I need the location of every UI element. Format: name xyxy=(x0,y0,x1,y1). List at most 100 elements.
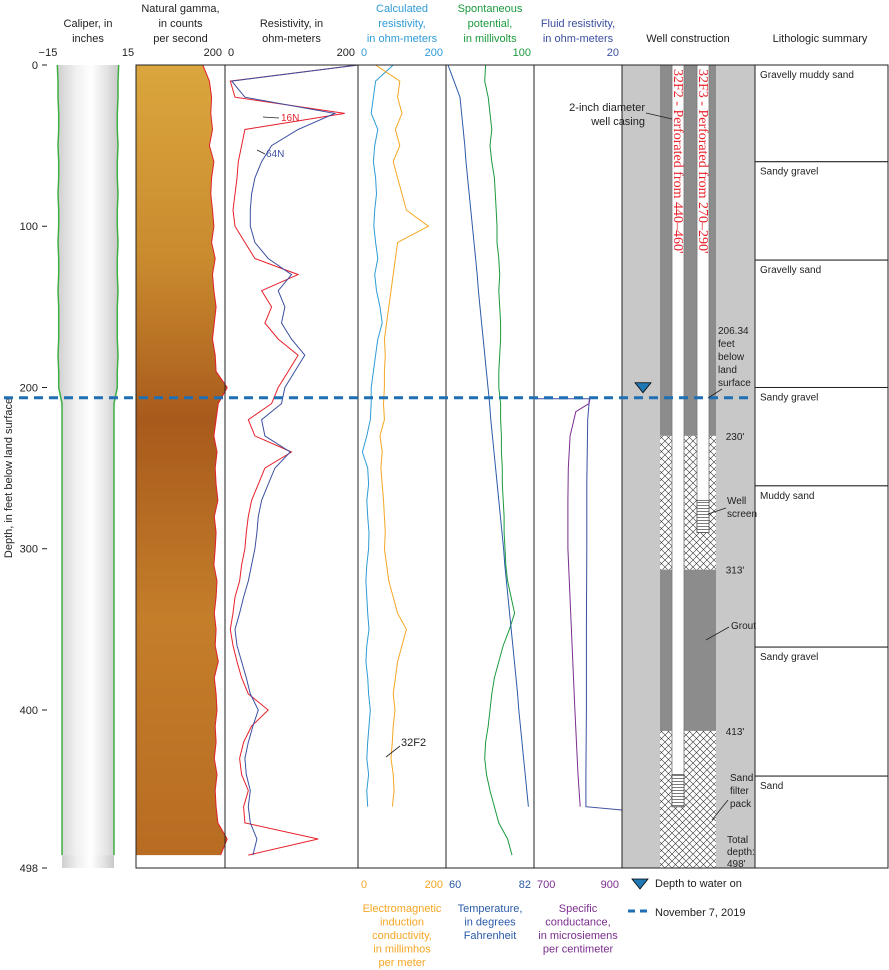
water-label: 206.34 xyxy=(718,326,749,337)
filter-label: pack xyxy=(730,799,752,810)
y-tick-label: 498 xyxy=(20,863,38,875)
lithology-label: Gravelly sand xyxy=(760,265,821,276)
track-title: Calculated xyxy=(376,3,428,15)
lithology-unit xyxy=(754,646,889,777)
lithology-unit xyxy=(754,64,889,163)
track-title: in ohm-meters xyxy=(543,33,614,45)
log-curve xyxy=(484,64,516,856)
lithology-header: Lithologic summary xyxy=(773,33,868,45)
lithology-label: Gravelly muddy sand xyxy=(760,70,854,81)
x-tick-label: 0 xyxy=(361,47,367,59)
borehole-bottom xyxy=(62,855,114,868)
legend-label: Depth to water on xyxy=(655,878,742,890)
y-tick-label: 400 xyxy=(20,705,38,717)
lithology-unit xyxy=(754,386,889,487)
x-tick-label: 60 xyxy=(449,879,461,891)
water-level-symbol xyxy=(634,382,652,394)
bottom-axis-title: in microsiemens xyxy=(538,930,618,942)
total-depth-label: depth: xyxy=(727,847,755,858)
screen-label: Well xyxy=(727,496,746,507)
bottom-axis-title: per centimeter xyxy=(543,944,614,956)
x-tick-label: 15 xyxy=(122,47,134,59)
caliper-right-edge xyxy=(113,64,120,856)
y-axis-label: Depth, in feet below land surface xyxy=(3,398,15,558)
x-tick-label: 200 xyxy=(204,47,222,59)
track-title: Spontaneous xyxy=(458,3,523,15)
leader-line xyxy=(385,745,401,758)
track-title: inches xyxy=(72,33,104,45)
total-depth-label: Total xyxy=(727,835,748,846)
legend-label: November 7, 2019 xyxy=(655,907,746,919)
track-title: in millivolts xyxy=(463,33,517,45)
leader-line xyxy=(707,507,727,515)
track-background xyxy=(225,65,358,868)
track-title: potential, xyxy=(468,18,513,30)
sand-filter-pack xyxy=(660,730,716,868)
boundary-label: 313' xyxy=(726,566,745,577)
x-tick-label: 20 xyxy=(607,47,619,59)
track-title: Caliper, in xyxy=(64,18,113,30)
log-curve xyxy=(534,398,623,811)
grout-label: Grout xyxy=(731,621,756,632)
boundary-label: 413' xyxy=(726,727,745,738)
gamma-fill xyxy=(136,65,228,856)
bottom-axis-title: induction xyxy=(380,917,424,929)
leader-line xyxy=(645,112,673,120)
caliper-left-edge xyxy=(56,64,63,856)
bottom-axis-title: Specific xyxy=(559,903,598,915)
track-annotation: 32F2 xyxy=(401,737,426,749)
lithology-label: Sand xyxy=(760,781,783,792)
lithology-label: Sandy gravel xyxy=(760,652,818,663)
water-label: below xyxy=(718,352,745,363)
track-title: in ohm-meters xyxy=(367,33,438,45)
track-title: in counts xyxy=(158,18,203,30)
lithology-label: Muddy sand xyxy=(760,491,814,502)
log-curve xyxy=(375,64,430,807)
water-label: land xyxy=(718,365,737,376)
leader-line xyxy=(707,388,723,399)
legend-water-symbol xyxy=(631,878,649,890)
track-title: Fluid resistivity, xyxy=(541,18,615,30)
leader-line xyxy=(711,799,729,821)
bottom-axis-title: Fahrenheit xyxy=(464,930,517,942)
grout xyxy=(660,569,716,731)
track-background xyxy=(534,65,622,868)
track-background xyxy=(446,65,534,868)
lithology-unit xyxy=(754,161,889,261)
x-tick-label: 0 xyxy=(228,47,234,59)
well-screen xyxy=(671,774,685,808)
lithology-unit xyxy=(754,485,889,648)
boundary-label: 230' xyxy=(726,432,745,443)
y-tick-label: 200 xyxy=(20,382,38,394)
casing-label: 2-inch diameter xyxy=(569,102,645,114)
log-curve xyxy=(361,64,394,807)
x-tick-label: 200 xyxy=(337,47,355,59)
log-curve xyxy=(447,64,529,807)
log-curve xyxy=(229,64,359,856)
well-label: 32F2 - Perforated from 440–460' xyxy=(670,69,685,254)
total-depth-label: 498' xyxy=(727,859,746,870)
x-tick-label: 200 xyxy=(425,879,443,891)
x-tick-label: 700 xyxy=(537,879,555,891)
borehole-image xyxy=(57,65,119,856)
water-label: surface xyxy=(718,378,751,389)
lithology-unit xyxy=(754,775,889,869)
track-title: Natural gamma, xyxy=(141,3,219,15)
casing-label: well casing xyxy=(590,116,645,128)
x-tick-label: 82 xyxy=(519,879,531,891)
bottom-axis-title: Electromagnetic xyxy=(363,903,442,915)
leader-line xyxy=(262,116,280,119)
bottom-axis-title: in millimhos xyxy=(373,944,431,956)
well-screen xyxy=(696,499,710,534)
bottom-axis-title: per meter xyxy=(378,957,425,969)
series-label: 64N xyxy=(266,149,284,160)
track-title: ohm-meters xyxy=(262,33,321,45)
track-title: per second xyxy=(153,33,207,45)
leader-line xyxy=(256,149,266,155)
track-title: Resistivity, in xyxy=(260,18,323,30)
log-curve xyxy=(567,398,591,807)
background-layer xyxy=(48,65,622,868)
